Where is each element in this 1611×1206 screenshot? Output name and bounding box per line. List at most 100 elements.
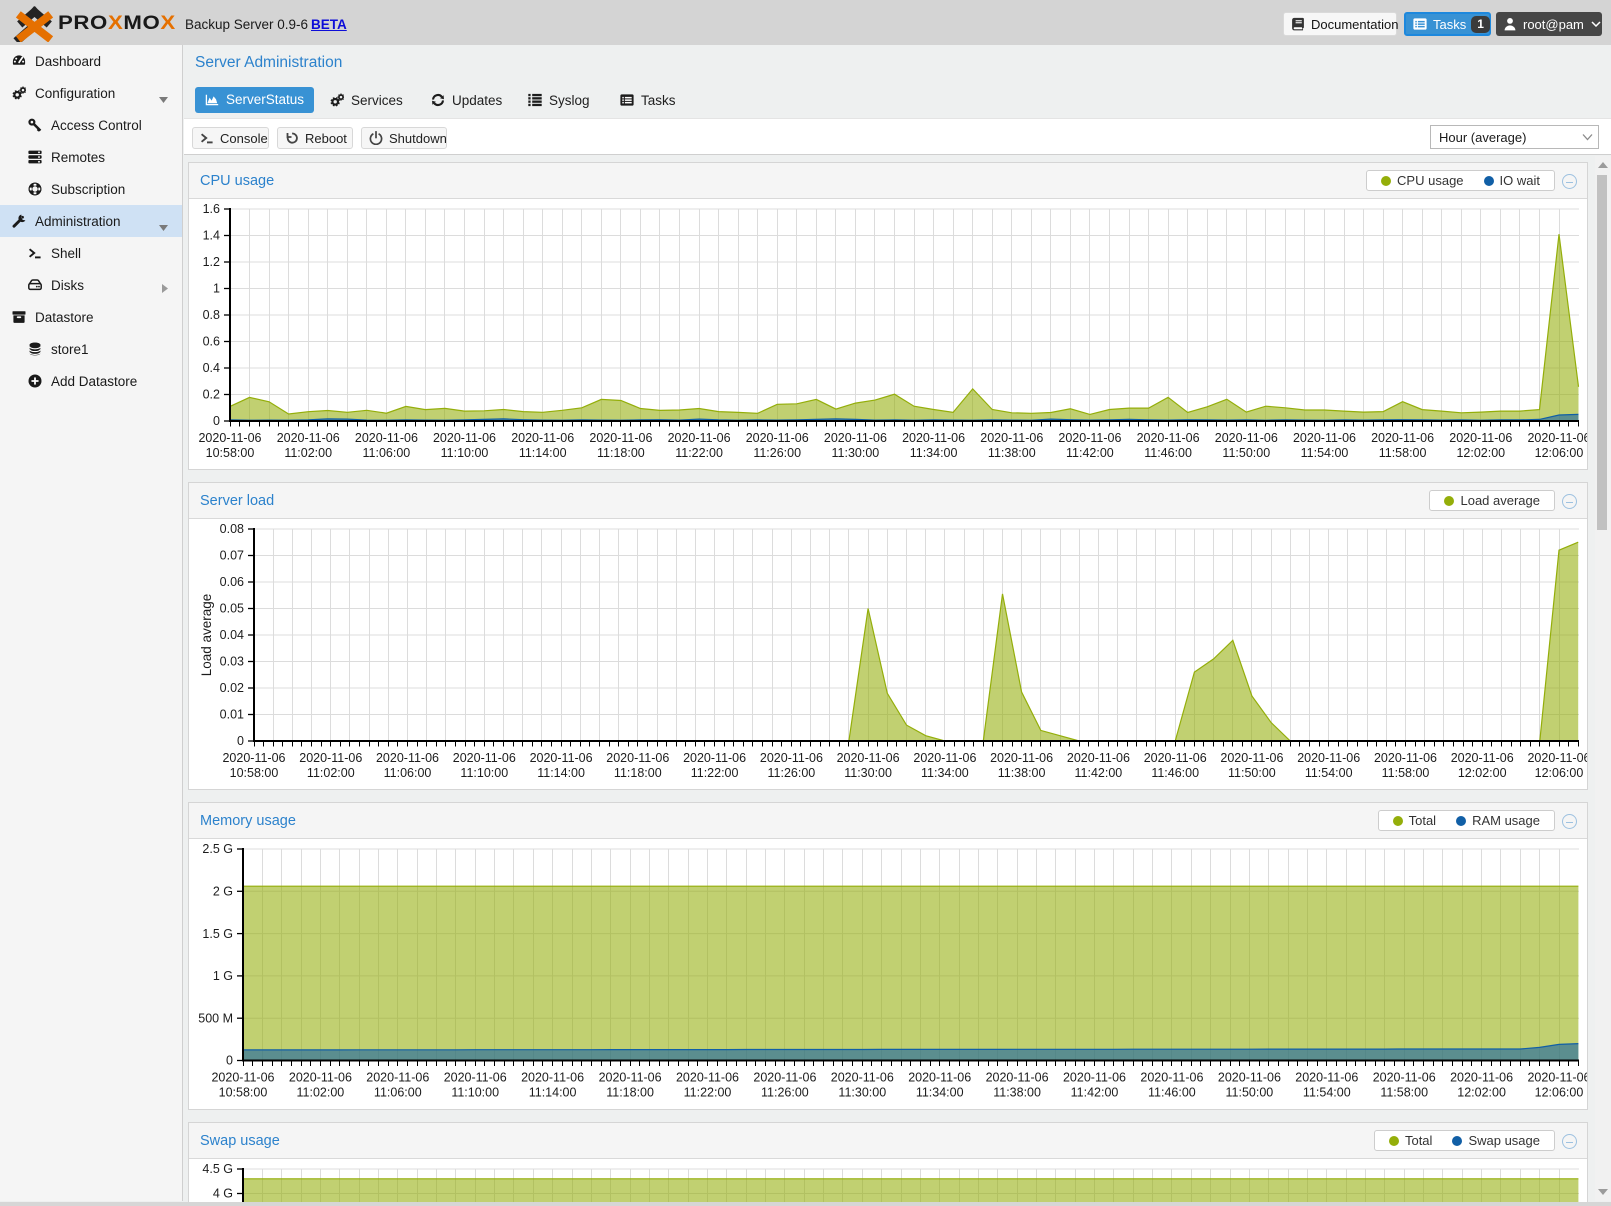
svg-text:0.02: 0.02: [220, 681, 244, 695]
svg-text:2020-11-06: 2020-11-06: [668, 431, 731, 445]
svg-text:2020-11-06: 2020-11-06: [683, 751, 746, 765]
svg-text:2020-11-06: 2020-11-06: [376, 751, 439, 765]
svg-text:12:06:00: 12:06:00: [1535, 766, 1584, 780]
svg-text:0.01: 0.01: [220, 708, 244, 722]
svg-text:11:18:00: 11:18:00: [597, 446, 645, 460]
svg-text:2020-11-06: 2020-11-06: [1527, 751, 1587, 765]
svg-text:0.04: 0.04: [220, 628, 244, 642]
svg-text:11:14:00: 11:14:00: [537, 766, 585, 780]
svg-text:0.6: 0.6: [203, 335, 220, 349]
svg-text:2.5 G: 2.5 G: [202, 842, 233, 856]
svg-text:2020-11-06: 2020-11-06: [1063, 1071, 1126, 1085]
svg-text:2020-11-06: 2020-11-06: [837, 751, 900, 765]
svg-text:2020-11-06: 2020-11-06: [211, 1071, 274, 1085]
svg-text:2020-11-06: 2020-11-06: [453, 751, 516, 765]
svg-text:11:14:00: 11:14:00: [519, 446, 567, 460]
svg-text:1 G: 1 G: [213, 969, 233, 983]
svg-text:11:46:00: 11:46:00: [1148, 1086, 1196, 1100]
svg-text:1.2: 1.2: [203, 255, 220, 269]
svg-text:11:02:00: 11:02:00: [307, 766, 355, 780]
svg-text:2020-11-06: 2020-11-06: [1373, 1071, 1436, 1085]
svg-text:0.07: 0.07: [220, 549, 244, 563]
svg-text:2020-11-06: 2020-11-06: [1140, 1071, 1203, 1085]
svg-text:2020-11-06: 2020-11-06: [530, 751, 593, 765]
svg-text:11:02:00: 11:02:00: [284, 446, 332, 460]
svg-text:11:50:00: 11:50:00: [1222, 446, 1270, 460]
svg-text:10:58:00: 10:58:00: [219, 1086, 268, 1100]
svg-text:11:54:00: 11:54:00: [1301, 446, 1349, 460]
svg-text:2020-11-06: 2020-11-06: [676, 1071, 739, 1085]
svg-text:0: 0: [213, 414, 220, 428]
svg-text:11:58:00: 11:58:00: [1382, 766, 1430, 780]
svg-text:2020-11-06: 2020-11-06: [908, 1071, 971, 1085]
svg-text:11:58:00: 11:58:00: [1379, 446, 1427, 460]
svg-text:11:02:00: 11:02:00: [297, 1086, 345, 1100]
svg-text:0.03: 0.03: [220, 655, 244, 669]
svg-text:11:34:00: 11:34:00: [916, 1086, 964, 1100]
svg-text:4.5 G: 4.5 G: [202, 1162, 233, 1176]
svg-text:11:26:00: 11:26:00: [761, 1086, 809, 1100]
svg-text:2020-11-06: 2020-11-06: [831, 1071, 894, 1085]
svg-text:0.06: 0.06: [220, 575, 244, 589]
svg-text:12:02:00: 12:02:00: [1456, 446, 1505, 460]
svg-text:11:18:00: 11:18:00: [614, 766, 662, 780]
svg-text:2020-11-06: 2020-11-06: [222, 751, 285, 765]
svg-text:2020-11-06: 2020-11-06: [1293, 431, 1356, 445]
svg-text:2020-11-06: 2020-11-06: [1058, 431, 1121, 445]
svg-text:2020-11-06: 2020-11-06: [824, 431, 887, 445]
svg-text:0: 0: [237, 734, 244, 748]
svg-text:2020-11-06: 2020-11-06: [444, 1071, 507, 1085]
svg-text:0: 0: [226, 1054, 233, 1068]
svg-text:2020-11-06: 2020-11-06: [1220, 751, 1283, 765]
svg-text:11:38:00: 11:38:00: [988, 446, 1036, 460]
svg-text:2020-11-06: 2020-11-06: [1218, 1071, 1281, 1085]
svg-text:2020-11-06: 2020-11-06: [289, 1071, 352, 1085]
svg-text:12:02:00: 12:02:00: [1458, 766, 1507, 780]
svg-text:11:22:00: 11:22:00: [675, 446, 723, 460]
svg-text:1.5 G: 1.5 G: [202, 927, 233, 941]
svg-text:11:14:00: 11:14:00: [529, 1086, 577, 1100]
svg-text:Load average: Load average: [199, 594, 214, 677]
svg-text:11:46:00: 11:46:00: [1144, 446, 1192, 460]
svg-text:2020-11-06: 2020-11-06: [198, 431, 261, 445]
svg-text:11:06:00: 11:06:00: [374, 1086, 422, 1100]
svg-text:2020-11-06: 2020-11-06: [277, 431, 340, 445]
svg-text:11:10:00: 11:10:00: [441, 446, 489, 460]
svg-text:11:34:00: 11:34:00: [910, 446, 958, 460]
svg-text:2020-11-06: 2020-11-06: [606, 751, 669, 765]
svg-text:10:58:00: 10:58:00: [230, 766, 279, 780]
svg-text:4 G: 4 G: [213, 1187, 233, 1201]
svg-text:0.8: 0.8: [203, 308, 220, 322]
svg-text:11:38:00: 11:38:00: [993, 1086, 1041, 1100]
svg-text:500 M: 500 M: [198, 1011, 233, 1025]
svg-text:11:06:00: 11:06:00: [363, 446, 411, 460]
svg-text:11:38:00: 11:38:00: [998, 766, 1046, 780]
svg-text:2020-11-06: 2020-11-06: [760, 751, 823, 765]
svg-text:10:58:00: 10:58:00: [206, 446, 255, 460]
svg-text:11:10:00: 11:10:00: [460, 766, 508, 780]
svg-text:11:22:00: 11:22:00: [691, 766, 739, 780]
svg-text:2020-11-06: 2020-11-06: [521, 1071, 584, 1085]
svg-text:2020-11-06: 2020-11-06: [913, 751, 976, 765]
svg-text:11:54:00: 11:54:00: [1303, 1086, 1351, 1100]
svg-text:2020-11-06: 2020-11-06: [589, 431, 652, 445]
svg-text:11:50:00: 11:50:00: [1228, 766, 1276, 780]
svg-text:2020-11-06: 2020-11-06: [746, 431, 809, 445]
svg-text:11:30:00: 11:30:00: [832, 446, 880, 460]
svg-text:2020-11-06: 2020-11-06: [1144, 751, 1207, 765]
svg-text:0.4: 0.4: [203, 361, 220, 375]
svg-text:11:42:00: 11:42:00: [1071, 1086, 1119, 1100]
svg-text:11:54:00: 11:54:00: [1305, 766, 1353, 780]
svg-text:12:02:00: 12:02:00: [1457, 1086, 1506, 1100]
svg-text:0.2: 0.2: [203, 388, 220, 402]
svg-text:11:30:00: 11:30:00: [844, 766, 892, 780]
svg-text:11:58:00: 11:58:00: [1380, 1086, 1428, 1100]
svg-text:2020-11-06: 2020-11-06: [990, 751, 1053, 765]
svg-text:2020-11-06: 2020-11-06: [986, 1071, 1049, 1085]
svg-text:2020-11-06: 2020-11-06: [1449, 431, 1512, 445]
svg-text:2020-11-06: 2020-11-06: [299, 751, 362, 765]
svg-text:11:46:00: 11:46:00: [1151, 766, 1199, 780]
svg-text:11:50:00: 11:50:00: [1226, 1086, 1274, 1100]
svg-text:11:42:00: 11:42:00: [1075, 766, 1123, 780]
svg-text:1: 1: [213, 282, 220, 296]
